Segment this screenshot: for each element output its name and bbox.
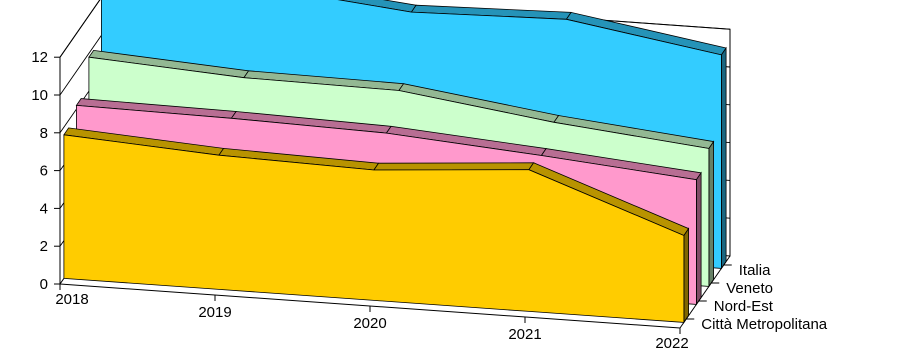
- series-label: Italia: [739, 262, 771, 279]
- ribbon-end-cap: [721, 46, 727, 270]
- ribbon-top-segment: [373, 162, 535, 171]
- y-tick-label: 10: [31, 87, 48, 104]
- y-tick-label: 4: [40, 200, 48, 217]
- y-tick-label: 0: [40, 276, 48, 293]
- ribbon-end-cap: [683, 227, 689, 324]
- x-tick-label: 2019: [198, 304, 231, 321]
- x-tick-label: 2022: [655, 335, 688, 352]
- y-tick-label: 12: [31, 49, 48, 66]
- x-tick-label: 2021: [508, 326, 541, 343]
- depth-axis-line: [679, 255, 731, 329]
- ribbon-end-cap: [696, 171, 702, 306]
- x-tick-label: 2020: [353, 315, 386, 332]
- y-tick-label: 2: [40, 238, 48, 255]
- ribbon-end-cap: [708, 140, 714, 288]
- series-label: Città Metropolitana: [701, 316, 828, 333]
- chart-labels: 0 2 4 6 8 10 12 2018 2019 2020 2021 2022 Città Metro…: [31, 49, 827, 352]
- chart-axes: [54, 56, 732, 334]
- y-tick-label: 6: [40, 163, 48, 180]
- series-label: Veneto: [726, 280, 773, 297]
- series-label: Nord-Est: [714, 298, 774, 315]
- x-tick-label: 2018: [55, 291, 88, 308]
- series-citt-metropolitana: [63, 127, 690, 324]
- chart-ribbons: [63, 0, 727, 324]
- y-tick-label: 8: [40, 125, 48, 142]
